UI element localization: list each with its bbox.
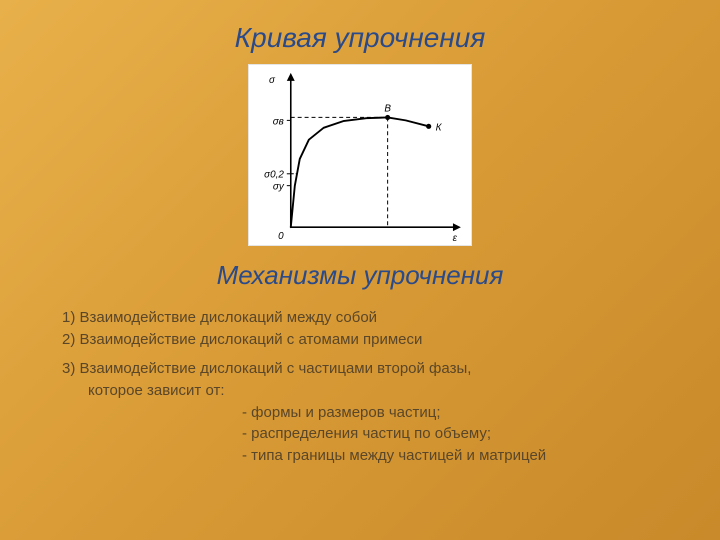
mechanism-sub-2: - распределения частиц по объему; [62, 424, 658, 444]
mechanism-sub-3: - типа границы между частицей и матрицей [62, 446, 658, 466]
diagram-svg: σyσ0,2 σв σ ε 0 В К [249, 65, 471, 245]
mechanism-sub-1: - формы и размеров частиц; [62, 403, 658, 423]
mechanism-line-3b: которое зависит от: [62, 381, 658, 401]
stress-strain-diagram: σyσ0,2 σв σ ε 0 В К [248, 64, 472, 246]
svg-text:К: К [436, 122, 443, 133]
svg-text:σ: σ [269, 75, 276, 86]
mechanism-line-1: 1) Взаимодействие дислокаций между собой [62, 308, 658, 328]
svg-text:σ0,2: σ0,2 [264, 170, 284, 181]
heading-curve: Кривая упрочнения [0, 22, 720, 54]
mechanism-line-3a: 3) Взаимодействие дислокаций с частицами… [62, 359, 658, 379]
svg-text:σв: σв [273, 116, 284, 127]
svg-text:σy: σy [273, 182, 285, 193]
svg-text:В: В [384, 103, 391, 114]
slide-root: Кривая упрочнения σyσ0,2 σв σ ε 0 В К Механизм… [0, 0, 720, 540]
mechanisms-text: 1) Взаимодействие дислокаций между собой… [62, 308, 658, 467]
svg-text:ε: ε [453, 233, 458, 244]
mechanism-line-2: 2) Взаимодействие дислокаций с атомами п… [62, 330, 658, 350]
svg-text:0: 0 [278, 231, 284, 242]
heading-mechanisms: Механизмы упрочнения [0, 260, 720, 291]
